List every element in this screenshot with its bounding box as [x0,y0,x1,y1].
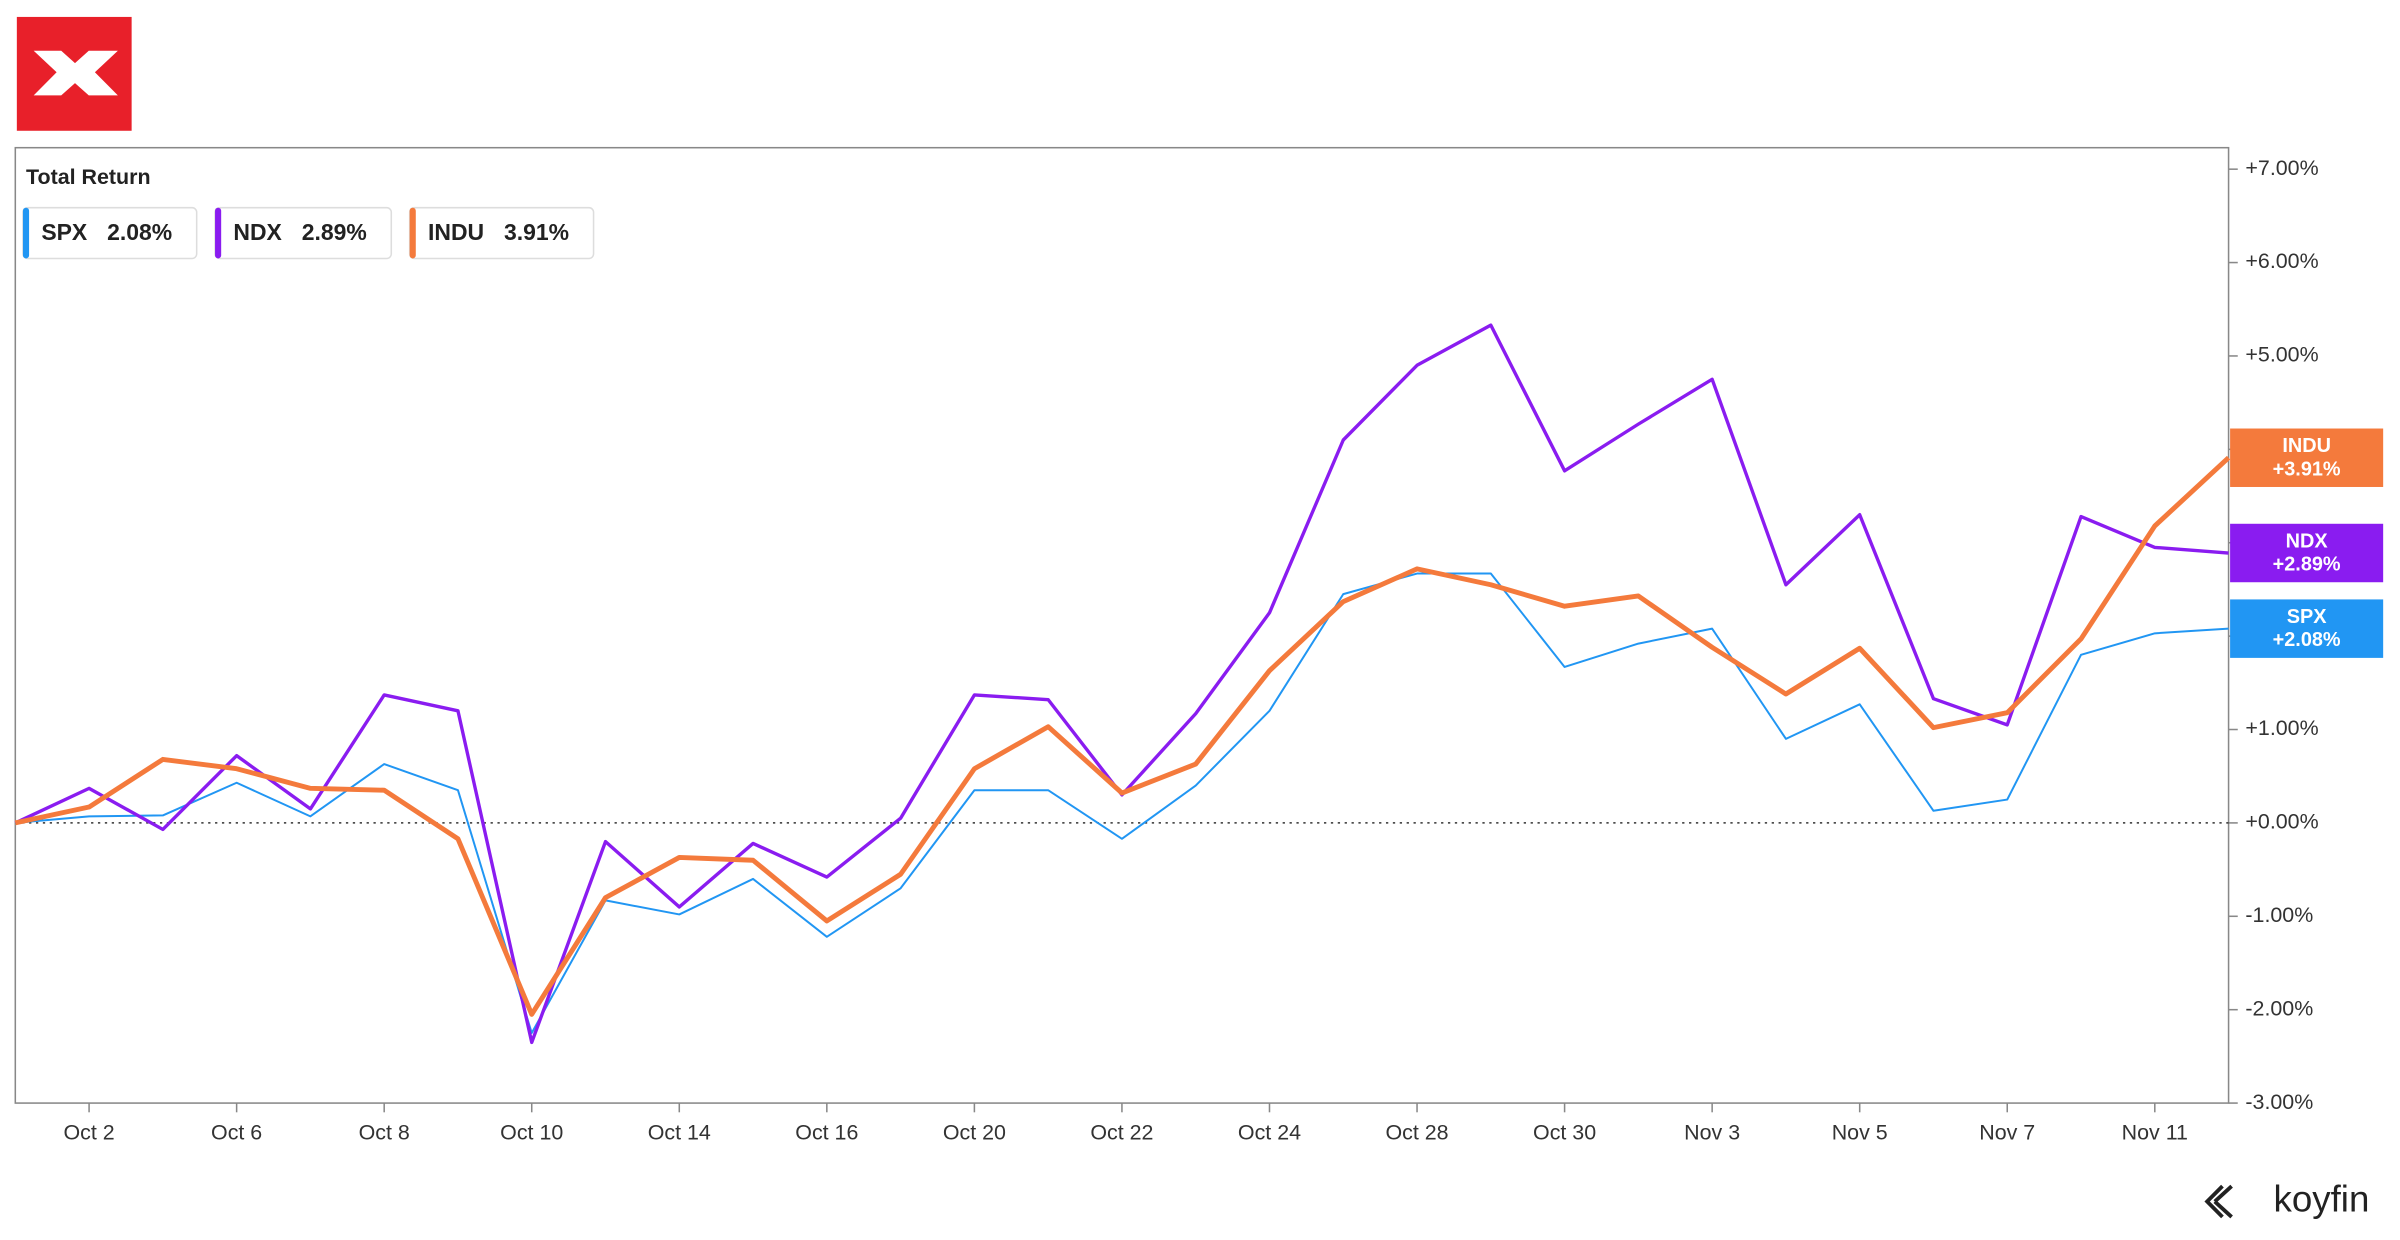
legend-item: NDX 2.89% [214,206,393,260]
x-tick-label: Nov 5 [1832,1120,1888,1144]
end-tag: INDU+3.91% [2230,428,2384,487]
watermark: koyfin [2273,1178,2369,1219]
legend-swatch [215,207,222,259]
end-tag-box [2230,523,2384,583]
x-tick-label: Oct 8 [359,1120,410,1144]
plot-frame [14,146,2230,1104]
y-tick-label: +1.00% [2245,716,2318,740]
end-tag: SPX+2.08% [2230,599,2384,658]
koyfin-logo: koyfin [2204,1178,2369,1219]
y-tick-label: -2.00% [2245,996,2313,1020]
end-tag-value: +2.89% [2273,554,2341,576]
x-tick-label: Oct 14 [648,1120,711,1144]
y-tick-label: -1.00% [2245,903,2313,927]
legend-name: NDX [233,219,282,245]
x-tick-label: Oct 30 [1533,1120,1596,1144]
x-tick-label: Nov 11 [2122,1120,2188,1144]
series-line [15,572,2229,1035]
legend-swatch [409,207,416,259]
x-tick-label: Nov 7 [1979,1120,2035,1144]
legend-value: 2.89% [302,219,367,245]
y-tick-label: +5.00% [2245,343,2318,367]
x-tick-label: Oct 22 [1090,1120,1153,1144]
xtb-logo [16,16,132,131]
end-tag-value: +3.91% [2273,458,2341,480]
y-tick-label: +6.00% [2245,249,2318,273]
y-tick-label: +7.00% [2245,156,2318,180]
logo-mark [33,50,118,96]
end-tag: NDX+2.89% [2230,523,2384,583]
koyfin-icon [2204,1184,2233,1219]
legend-value: 2.08% [107,219,172,245]
chart-title: Total Return [26,165,151,189]
legend-item: SPX 2.08% [22,206,198,260]
end-tag-name: INDU [2282,435,2331,457]
x-tick-label: Oct 24 [1238,1120,1301,1144]
x-tick-label: Oct 6 [211,1120,262,1144]
legend-name: SPX [41,219,88,245]
legend-swatch [22,207,30,259]
x-tick-label: Oct 16 [795,1120,858,1144]
end-tag-value: +2.08% [2273,629,2341,651]
legend-name: INDU [428,219,484,245]
x-tick-label: Oct 20 [943,1120,1006,1144]
end-tag-name: NDX [2286,530,2329,552]
x-tick-label: Oct 28 [1385,1120,1448,1144]
series-line [14,455,2231,1017]
series-line [14,323,2229,1045]
legend-value: 3.91% [504,219,569,245]
legend-box [22,206,198,260]
x-tick-label: Oct 10 [500,1120,563,1144]
x-tick-label: Nov 3 [1684,1120,1740,1144]
y-tick-label: +0.00% [2245,810,2318,834]
end-tag-box [2230,599,2384,658]
end-tag-name: SPX [2287,606,2327,628]
y-tick-label: -3.00% [2245,1090,2313,1114]
x-tick-label: Oct 2 [63,1120,114,1144]
legend-item: INDU 3.91% [408,206,595,260]
end-tag-box [2230,428,2384,487]
